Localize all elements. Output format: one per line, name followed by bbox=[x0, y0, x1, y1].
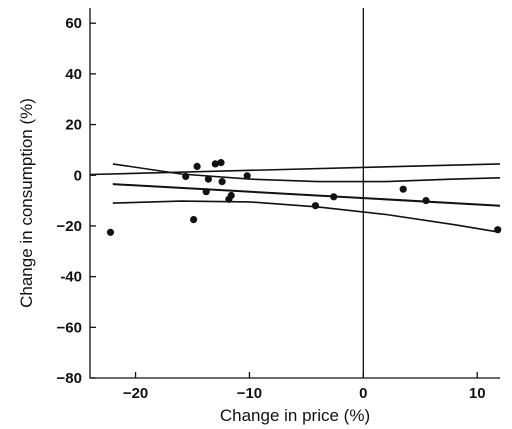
data-point bbox=[211, 160, 219, 168]
regression-line bbox=[112, 183, 501, 207]
confidence-band-upper bbox=[112, 163, 501, 183]
y-tick-label: −60 bbox=[57, 319, 82, 336]
data-point bbox=[182, 172, 190, 181]
y-tick-label: −20 bbox=[57, 218, 82, 235]
data-point bbox=[190, 216, 198, 224]
x-tick-label: −10 bbox=[237, 385, 262, 402]
y-axis-ticks: 60 40 20 0 −20 -40 −60 −80 bbox=[57, 15, 96, 387]
data-point bbox=[227, 191, 235, 200]
y-axis-title: Change in consumption (%) bbox=[17, 98, 36, 308]
data-point bbox=[202, 188, 210, 196]
data-point bbox=[330, 193, 338, 201]
fit-lines bbox=[89, 163, 501, 234]
y-tick-label: 40 bbox=[65, 66, 82, 83]
y-tick-label: 0 bbox=[74, 167, 82, 184]
data-point bbox=[311, 202, 320, 210]
x-tick-label: 10 bbox=[469, 385, 486, 402]
data-point bbox=[494, 226, 502, 234]
axis-frame bbox=[89, 8, 500, 379]
y-tick-label: -40 bbox=[60, 269, 82, 286]
data-point bbox=[422, 197, 430, 205]
y-tick-label: −80 bbox=[57, 370, 82, 387]
data-point bbox=[204, 175, 212, 183]
x-tick-label: 0 bbox=[359, 385, 367, 402]
y-tick-label: 20 bbox=[65, 117, 82, 134]
y-tick-label: 60 bbox=[65, 15, 82, 32]
data-point bbox=[218, 178, 226, 186]
data-point bbox=[399, 185, 407, 193]
data-point bbox=[217, 159, 225, 167]
data-point bbox=[193, 162, 201, 170]
x-axis-title: Change in price (%) bbox=[220, 406, 370, 425]
data-point bbox=[106, 228, 115, 236]
axes bbox=[89, 8, 500, 379]
data-points bbox=[106, 159, 502, 236]
x-tick-label: −20 bbox=[123, 385, 148, 402]
reference-curve bbox=[89, 163, 501, 176]
data-point bbox=[243, 172, 251, 180]
x-axis-ticks: −20 −10 0 10 bbox=[123, 372, 486, 402]
confidence-band-lower bbox=[112, 200, 501, 234]
